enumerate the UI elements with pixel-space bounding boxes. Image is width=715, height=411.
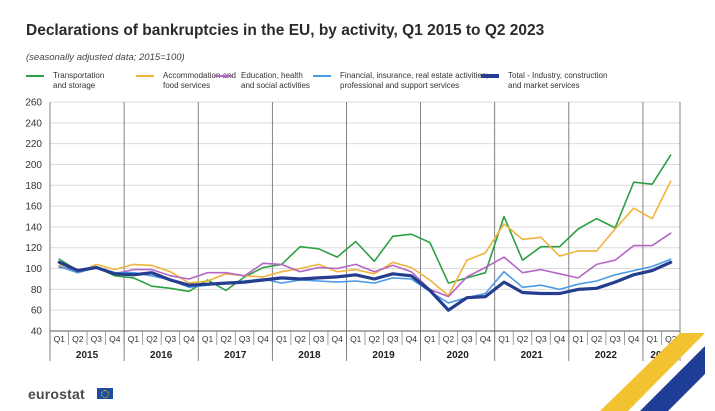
x-tick-label-quarter: Q4 <box>406 334 418 344</box>
y-tick-label: 160 <box>25 202 42 213</box>
series-line-education <box>58 232 672 298</box>
chart-subtitle: (seasonally adjusted data; 2015=100) <box>26 52 185 63</box>
chart-legend: Transportation and storage Accommodation… <box>26 71 696 97</box>
legend-label-transport: Transportation and storage <box>53 71 105 90</box>
x-tick-label-quarter: Q1 <box>54 334 66 344</box>
legend-swatch-education <box>214 75 232 77</box>
x-tick-label-year: 2018 <box>298 350 321 361</box>
x-tick-label-year: 2022 <box>595 350 618 361</box>
y-tick-label: 140 <box>25 222 42 233</box>
x-tick-label-quarter: Q1 <box>276 334 288 344</box>
x-tick-label-quarter: Q1 <box>202 334 214 344</box>
y-tick-label: 120 <box>25 243 42 254</box>
x-tick-label-quarter: Q3 <box>91 334 103 344</box>
corner-stripe-blue <box>640 346 705 411</box>
series-line-accommodation <box>58 180 672 297</box>
x-tick-label-quarter: Q2 <box>443 334 455 344</box>
x-tick-label-quarter: Q2 <box>665 334 677 344</box>
x-tick-label-quarter: Q1 <box>350 334 362 344</box>
x-tick-label-quarter: Q1 <box>572 334 584 344</box>
x-tick-label-quarter: Q4 <box>183 334 195 344</box>
y-tick-label: 240 <box>25 118 42 129</box>
x-tick-label-quarter: Q2 <box>72 334 84 344</box>
x-tick-label-year: 2016 <box>150 350 173 361</box>
x-tick-label-quarter: Q1 <box>647 334 659 344</box>
series-line-transport <box>58 154 672 293</box>
x-tick-label-quarter: Q2 <box>294 334 306 344</box>
series-line-total <box>57 260 673 312</box>
x-tick-label-year: 2019 <box>372 350 395 361</box>
eu-flag-icon <box>97 388 113 399</box>
y-tick-label: 60 <box>31 306 43 317</box>
x-tick-label-quarter: Q3 <box>609 334 621 344</box>
x-tick-label-quarter: Q4 <box>628 334 640 344</box>
y-tick-label: 220 <box>25 139 42 150</box>
y-tick-label: 80 <box>31 285 43 296</box>
x-tick-label-year: 2017 <box>224 350 247 361</box>
x-tick-label-quarter: Q4 <box>332 334 344 344</box>
eurostat-logo: eurostat <box>28 386 85 402</box>
legend-label-education: Education, health and social activities <box>241 71 310 90</box>
x-tick-label-quarter: Q1 <box>498 334 510 344</box>
x-tick-label-quarter: Q1 <box>424 334 436 344</box>
x-tick-label-quarter: Q3 <box>313 334 325 344</box>
x-tick-label-quarter: Q2 <box>146 334 158 344</box>
chart-title: Declarations of bankruptcies in the EU, … <box>26 22 545 39</box>
x-tick-label-quarter: Q4 <box>554 334 566 344</box>
x-tick-label-quarter: Q2 <box>220 334 232 344</box>
x-tick-label-year: 2021 <box>521 350 544 361</box>
legend-label-total: Total - Industry, construction and marke… <box>508 71 608 90</box>
y-tick-label: 100 <box>25 264 42 275</box>
x-tick-label-year: 2020 <box>447 350 470 361</box>
x-tick-label-quarter: Q3 <box>239 334 251 344</box>
legend-swatch-financial <box>313 75 331 77</box>
y-tick-label: 260 <box>25 98 42 109</box>
legend-swatch-transport <box>26 75 44 77</box>
x-tick-label-quarter: Q2 <box>517 334 529 344</box>
x-tick-label-quarter: Q3 <box>535 334 547 344</box>
x-tick-label-quarter: Q4 <box>109 334 121 344</box>
x-tick-label-quarter: Q4 <box>257 334 269 344</box>
x-tick-label-quarter: Q4 <box>480 334 492 344</box>
x-tick-label-quarter: Q2 <box>591 334 603 344</box>
x-tick-label-quarter: Q2 <box>369 334 381 344</box>
x-tick-label-quarter: Q3 <box>387 334 399 344</box>
y-tick-label: 180 <box>25 181 42 192</box>
legend-swatch-accommodation <box>136 75 154 77</box>
y-tick-label: 200 <box>25 160 42 171</box>
x-tick-label-quarter: Q1 <box>128 334 140 344</box>
corner-stripe-yellow <box>600 333 705 411</box>
legend-label-financial: Financial, insurance, real estate activi… <box>340 71 489 90</box>
legend-swatch-total <box>481 74 499 78</box>
y-tick-label: 40 <box>31 327 43 338</box>
x-tick-label-quarter: Q3 <box>165 334 177 344</box>
x-tick-label-year: 2015 <box>76 350 99 361</box>
x-tick-label-quarter: Q3 <box>461 334 473 344</box>
